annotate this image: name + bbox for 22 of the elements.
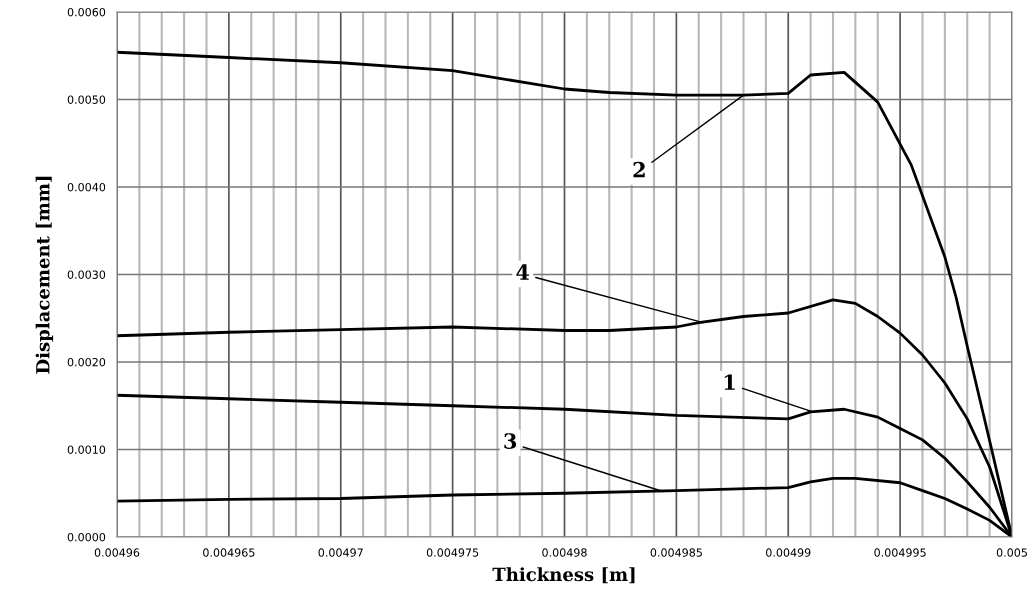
annotation: 2	[633, 161, 645, 178]
y-axis-title: Displacement [mm]	[35, 176, 54, 374]
annotation: 3	[504, 433, 517, 449]
x-tick-label: 0.004975	[426, 548, 479, 557]
annotation: 4	[516, 264, 530, 280]
y-tick-label: 0.0010	[67, 445, 106, 454]
y-tick-label: 0.0050	[67, 95, 106, 104]
x-tick-label: 0.00496	[94, 548, 140, 557]
y-tick-label: 0.0030	[67, 270, 106, 279]
x-tick-label: 0.00497	[318, 548, 363, 557]
x-tick-label: 0.005	[996, 548, 1027, 557]
x-tick-label: 0.004965	[203, 548, 255, 557]
x-axis-title: Thickness [m]	[492, 567, 635, 584]
y-tick-label: 0.0000	[67, 532, 106, 542]
y-tick-label: 0.0040	[67, 182, 106, 192]
x-tick-label: 0.00498	[542, 548, 587, 557]
x-tick-label: 0.00499	[766, 548, 811, 557]
annotation: 1	[724, 374, 735, 390]
x-tick-label: 0.004985	[650, 548, 702, 557]
x-tick-label: 0.004995	[874, 548, 926, 557]
y-tick-label: 0.0060	[67, 7, 106, 17]
y-tick-label: 0.0020	[67, 357, 106, 367]
